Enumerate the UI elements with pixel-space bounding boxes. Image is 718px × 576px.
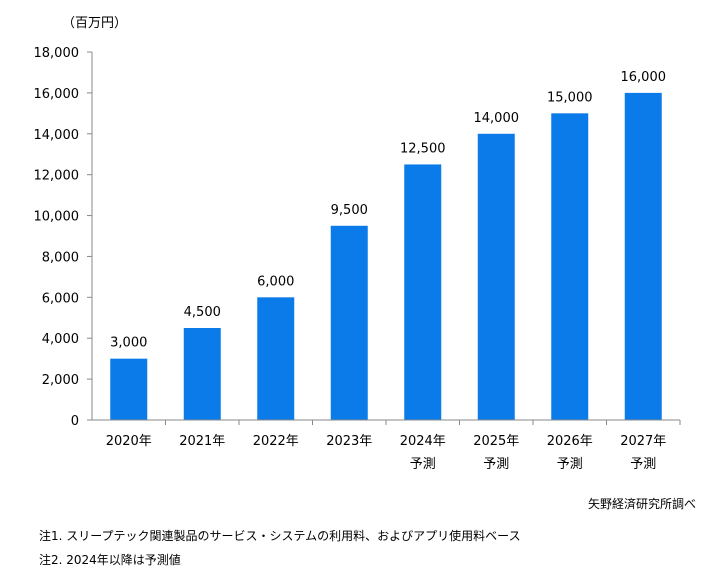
- note-1: 注1. スリープテック関連製品のサービス・システムの利用料、およびアプリ使用料ベ…: [39, 529, 521, 543]
- x-tick-label: 2022年: [253, 434, 299, 449]
- bar: [551, 113, 589, 420]
- bar: [183, 328, 221, 420]
- source-credit: 矢野経済研究所調べ: [587, 497, 696, 511]
- bar: [624, 92, 662, 420]
- x-tick-label: 2026年: [547, 434, 593, 449]
- y-tick-label: 12,000: [34, 169, 80, 184]
- bar-chart: （百万円） 0 2,000 4,000 6,000 8,000 10,000 12,000 1…: [34, 16, 681, 472]
- y-tick-label: 18,000: [34, 46, 80, 61]
- y-tick-label: 16,000: [34, 87, 80, 102]
- x-tick-label: 2021年: [179, 434, 225, 449]
- bar: [110, 358, 148, 420]
- y-tick-label: 10,000: [34, 210, 80, 225]
- y-tick-label: 4,000: [42, 332, 79, 347]
- x-tick-sublabel: 予測: [410, 457, 436, 472]
- x-tick-label: 2027年: [620, 434, 666, 449]
- bar: [404, 164, 442, 420]
- y-tick-label: 0: [71, 414, 79, 429]
- data-label: 9,500: [331, 203, 368, 218]
- y-tick-label: 6,000: [42, 291, 79, 306]
- data-label: 14,000: [474, 111, 520, 126]
- data-label: 16,000: [621, 70, 667, 85]
- x-tick-sublabel: 予測: [557, 457, 583, 472]
- note-2: 注2. 2024年以降は予測値: [39, 553, 181, 567]
- x-tick-label: 2023年: [326, 434, 372, 449]
- data-label: 4,500: [184, 305, 221, 320]
- data-label: 6,000: [257, 274, 294, 289]
- x-tick-label: 2025年: [473, 434, 519, 449]
- x-tick-sublabel: 予測: [630, 457, 656, 472]
- bar: [257, 297, 295, 420]
- data-label: 15,000: [547, 90, 593, 105]
- data-label: 3,000: [110, 336, 147, 351]
- data-label: 12,500: [400, 141, 446, 156]
- x-tick-sublabel: 予測: [483, 457, 509, 472]
- bar: [477, 133, 515, 420]
- x-tick-label: 2024年: [400, 434, 446, 449]
- y-tick-label: 2,000: [42, 373, 79, 388]
- y-axis-unit-label: （百万円）: [62, 16, 127, 31]
- x-tick-label: 2020年: [106, 434, 152, 449]
- y-tick-label: 14,000: [34, 128, 80, 143]
- bar: [330, 225, 368, 420]
- y-tick-label: 8,000: [42, 250, 79, 265]
